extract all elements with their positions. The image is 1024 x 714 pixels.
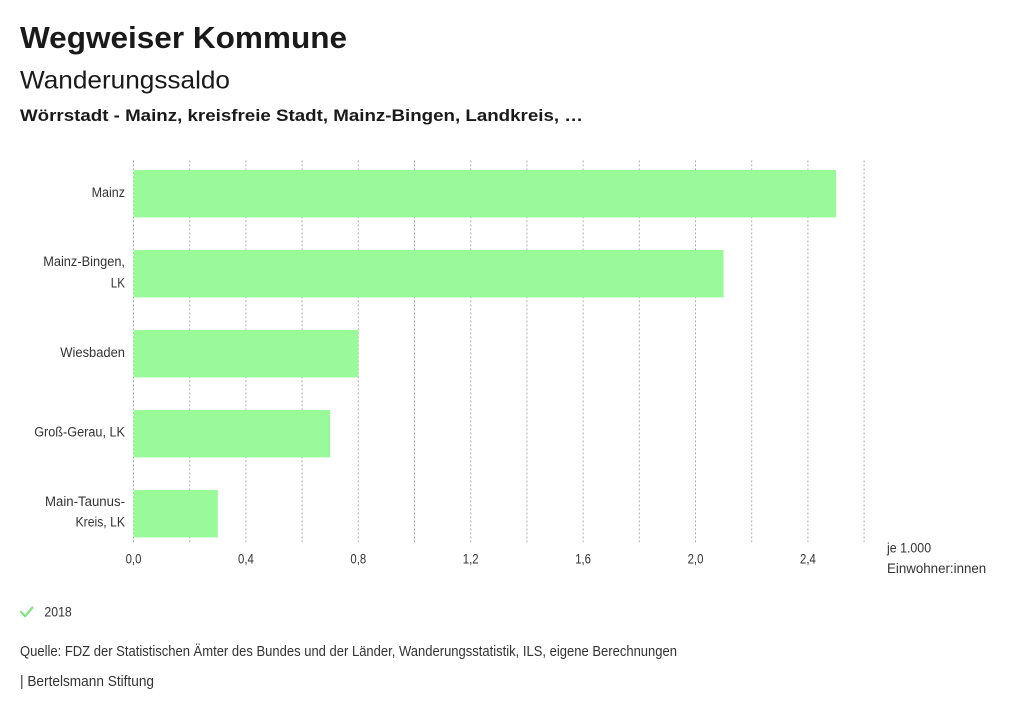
svg-text:1,2: 1,2 [463,551,479,567]
svg-text:Mainz-Bingen,: Mainz-Bingen, [43,254,125,269]
svg-text:Wörrstadt - Mainz, kreisfreie: Wörrstadt - Mainz, kreisfreie Stadt, Mai… [20,107,583,125]
svg-text:Wanderungssaldo: Wanderungssaldo [20,67,230,95]
svg-text:1,6: 1,6 [575,551,591,567]
svg-text:Groß-Gerau, LK: Groß-Gerau, LK [34,425,125,440]
svg-text:| Bertelsmann Stiftung: | Bertelsmann Stiftung [20,673,154,690]
svg-text:je 1.000: je 1.000 [886,541,931,556]
svg-text:Quelle: FDZ der Statistischen: Quelle: FDZ der Statistischen Ämter des … [20,643,677,660]
svg-text:2,4: 2,4 [800,551,816,567]
svg-text:Kreis, LK: Kreis, LK [76,515,126,530]
svg-text:Wegweiser Kommune: Wegweiser Kommune [20,20,347,55]
svg-text:Main-Taunus-: Main-Taunus- [45,494,125,509]
svg-text:LK: LK [111,276,125,291]
svg-text:0,8: 0,8 [350,551,366,567]
svg-text:0,4: 0,4 [238,551,254,567]
svg-text:Einwohner:innen: Einwohner:innen [887,561,986,576]
svg-text:2018: 2018 [44,604,72,620]
svg-text:Wiesbaden: Wiesbaden [60,345,125,360]
svg-text:2,0: 2,0 [688,551,704,567]
svg-text:0,0: 0,0 [126,551,142,567]
svg-text:Mainz: Mainz [92,185,126,200]
